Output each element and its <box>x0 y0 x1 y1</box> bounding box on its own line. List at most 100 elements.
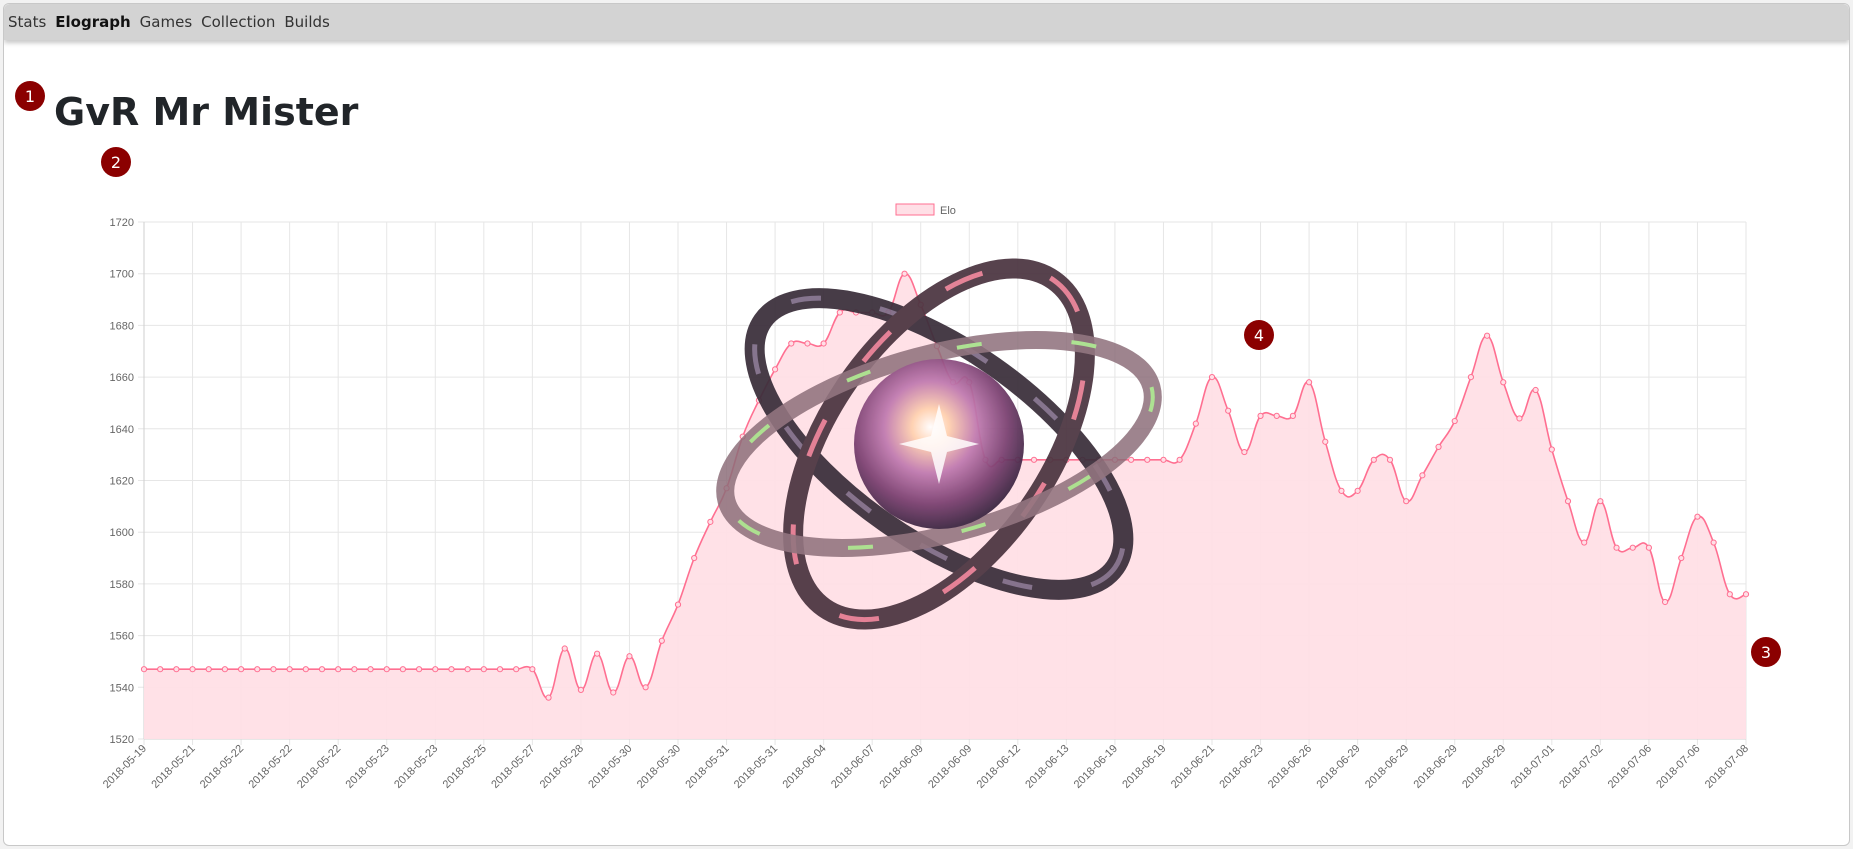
x-tick-label: 2018-05-22 <box>295 743 343 791</box>
x-tick-label: 2018-06-21 <box>1169 743 1217 791</box>
elo-chart: 1520 1540 1560 1580 1600 1620 1640 1660 1680 1700… <box>101 203 1751 791</box>
marker-badge-1: 1 <box>15 81 45 111</box>
elo-data-point <box>771 366 779 373</box>
elo-data-point <box>820 340 827 347</box>
nav-link-elograph[interactable]: Elograph <box>55 13 131 31</box>
x-tick-label: 2018-05-30 <box>586 743 634 791</box>
x-tick-label: 2018-06-29 <box>1363 743 1411 791</box>
elo-data-point <box>642 684 649 691</box>
x-tick-label: 2018-05-30 <box>635 743 683 791</box>
x-tick-label: 2018-05-31 <box>732 743 780 791</box>
nav-link-collection[interactable]: Collection <box>201 13 276 31</box>
elo-data-point <box>1225 407 1232 414</box>
elo-data-point <box>1500 379 1507 386</box>
elo-data-point <box>1030 456 1038 463</box>
elo-data-point <box>189 666 196 673</box>
nav-link-games[interactable]: Games <box>139 13 193 31</box>
y-tick-label: 1720 <box>110 217 134 229</box>
elo-data-point <box>1322 438 1329 445</box>
x-tick-label: 2018-05-23 <box>392 743 440 791</box>
elo-data-point <box>448 666 455 673</box>
elo-data-point <box>836 309 843 316</box>
elo-data-point <box>1370 456 1377 463</box>
elo-data-point <box>658 637 665 644</box>
elo-data-point <box>480 666 487 673</box>
x-tick-label: 2018-06-07 <box>829 743 877 791</box>
x-tick-label: 2018-05-19 <box>101 743 149 791</box>
x-tick-label: 2018-06-13 <box>1023 743 1071 791</box>
elo-data-point <box>593 650 601 657</box>
x-tick-label: 2018-07-08 <box>1703 743 1751 791</box>
elo-data-point <box>173 666 180 673</box>
elo-data-point <box>415 666 423 673</box>
elo-data-point <box>1273 412 1280 419</box>
nav-link-stats[interactable]: Stats <box>8 13 47 31</box>
elo-data-point <box>1629 544 1636 551</box>
elo-data-point <box>788 340 795 347</box>
elo-data-point <box>221 666 229 673</box>
x-tick-label: 2018-06-09 <box>878 743 926 791</box>
x-tick-label: 2018-07-02 <box>1557 743 1605 791</box>
y-tick-label: 1700 <box>110 269 134 281</box>
elo-data-point <box>270 666 277 673</box>
elo-data-point <box>626 653 633 660</box>
y-tick-label: 1660 <box>110 372 134 384</box>
elo-data-point <box>1516 415 1523 422</box>
elo-data-point <box>1386 456 1394 463</box>
x-tick-label: 2018-06-19 <box>1120 743 1168 791</box>
elo-data-point <box>383 666 390 673</box>
x-tick-label: 2018-05-25 <box>441 743 489 791</box>
elo-data-point <box>1678 554 1685 562</box>
elo-data-point <box>577 686 585 693</box>
elo-data-point <box>1435 443 1442 450</box>
elo-data-point <box>545 694 552 701</box>
marker-badge-2: 2 <box>101 147 131 177</box>
elo-data-point <box>1661 598 1669 606</box>
elo-data-point <box>399 666 407 673</box>
marker-badge-4: 4 <box>1244 320 1274 350</box>
elo-data-point <box>1564 498 1572 505</box>
x-tick-label: 2018-05-22 <box>246 743 294 791</box>
nav-link-builds[interactable]: Builds <box>284 13 330 31</box>
atom-orbit-logo-icon <box>716 258 1162 630</box>
x-tick-label: 2018-06-09 <box>926 743 974 791</box>
x-tick-label: 2018-06-29 <box>1460 743 1508 791</box>
elo-data-point <box>1645 544 1653 551</box>
elo-data-point <box>561 645 568 652</box>
elo-data-point <box>610 689 617 696</box>
elo-data-point <box>1694 513 1701 520</box>
legend-label-elo: Elo <box>940 205 956 217</box>
elo-data-point <box>901 270 908 277</box>
elo-data-point <box>1208 374 1216 381</box>
elo-data-point <box>335 666 342 673</box>
y-tick-label: 1540 <box>110 682 134 694</box>
elo-data-point <box>1289 412 1297 419</box>
elo-data-point <box>1613 544 1620 551</box>
x-tick-label: 2018-06-26 <box>1266 743 1314 791</box>
x-tick-label: 2018-05-22 <box>198 743 246 791</box>
y-tick-label: 1640 <box>110 424 134 436</box>
x-tick-label: 2018-07-06 <box>1606 743 1654 791</box>
elo-data-point <box>1710 539 1717 546</box>
x-tick-label: 2018-05-31 <box>683 743 731 791</box>
elo-data-point <box>1127 456 1135 463</box>
elo-data-point <box>1597 498 1604 505</box>
elo-data-point <box>1338 487 1345 494</box>
elo-data-point <box>707 518 714 525</box>
y-tick-label: 1520 <box>110 734 134 746</box>
elo-data-point <box>1176 456 1183 463</box>
elo-data-point <box>529 666 536 673</box>
elo-data-point <box>513 666 520 673</box>
elo-data-point <box>1144 456 1151 463</box>
elo-data-point <box>674 601 682 608</box>
elo-data-point <box>1257 412 1264 419</box>
x-tick-label: 2018-06-29 <box>1412 743 1460 791</box>
y-tick-label: 1680 <box>110 320 134 332</box>
elo-data-point <box>464 666 471 673</box>
elo-data-point <box>318 666 326 673</box>
legend-swatch <box>895 203 935 216</box>
x-tick-label: 2018-06-19 <box>1072 743 1120 791</box>
elo-data-point <box>1726 591 1733 598</box>
elo-data-point <box>1581 539 1588 546</box>
elo-data-point <box>1548 446 1555 453</box>
